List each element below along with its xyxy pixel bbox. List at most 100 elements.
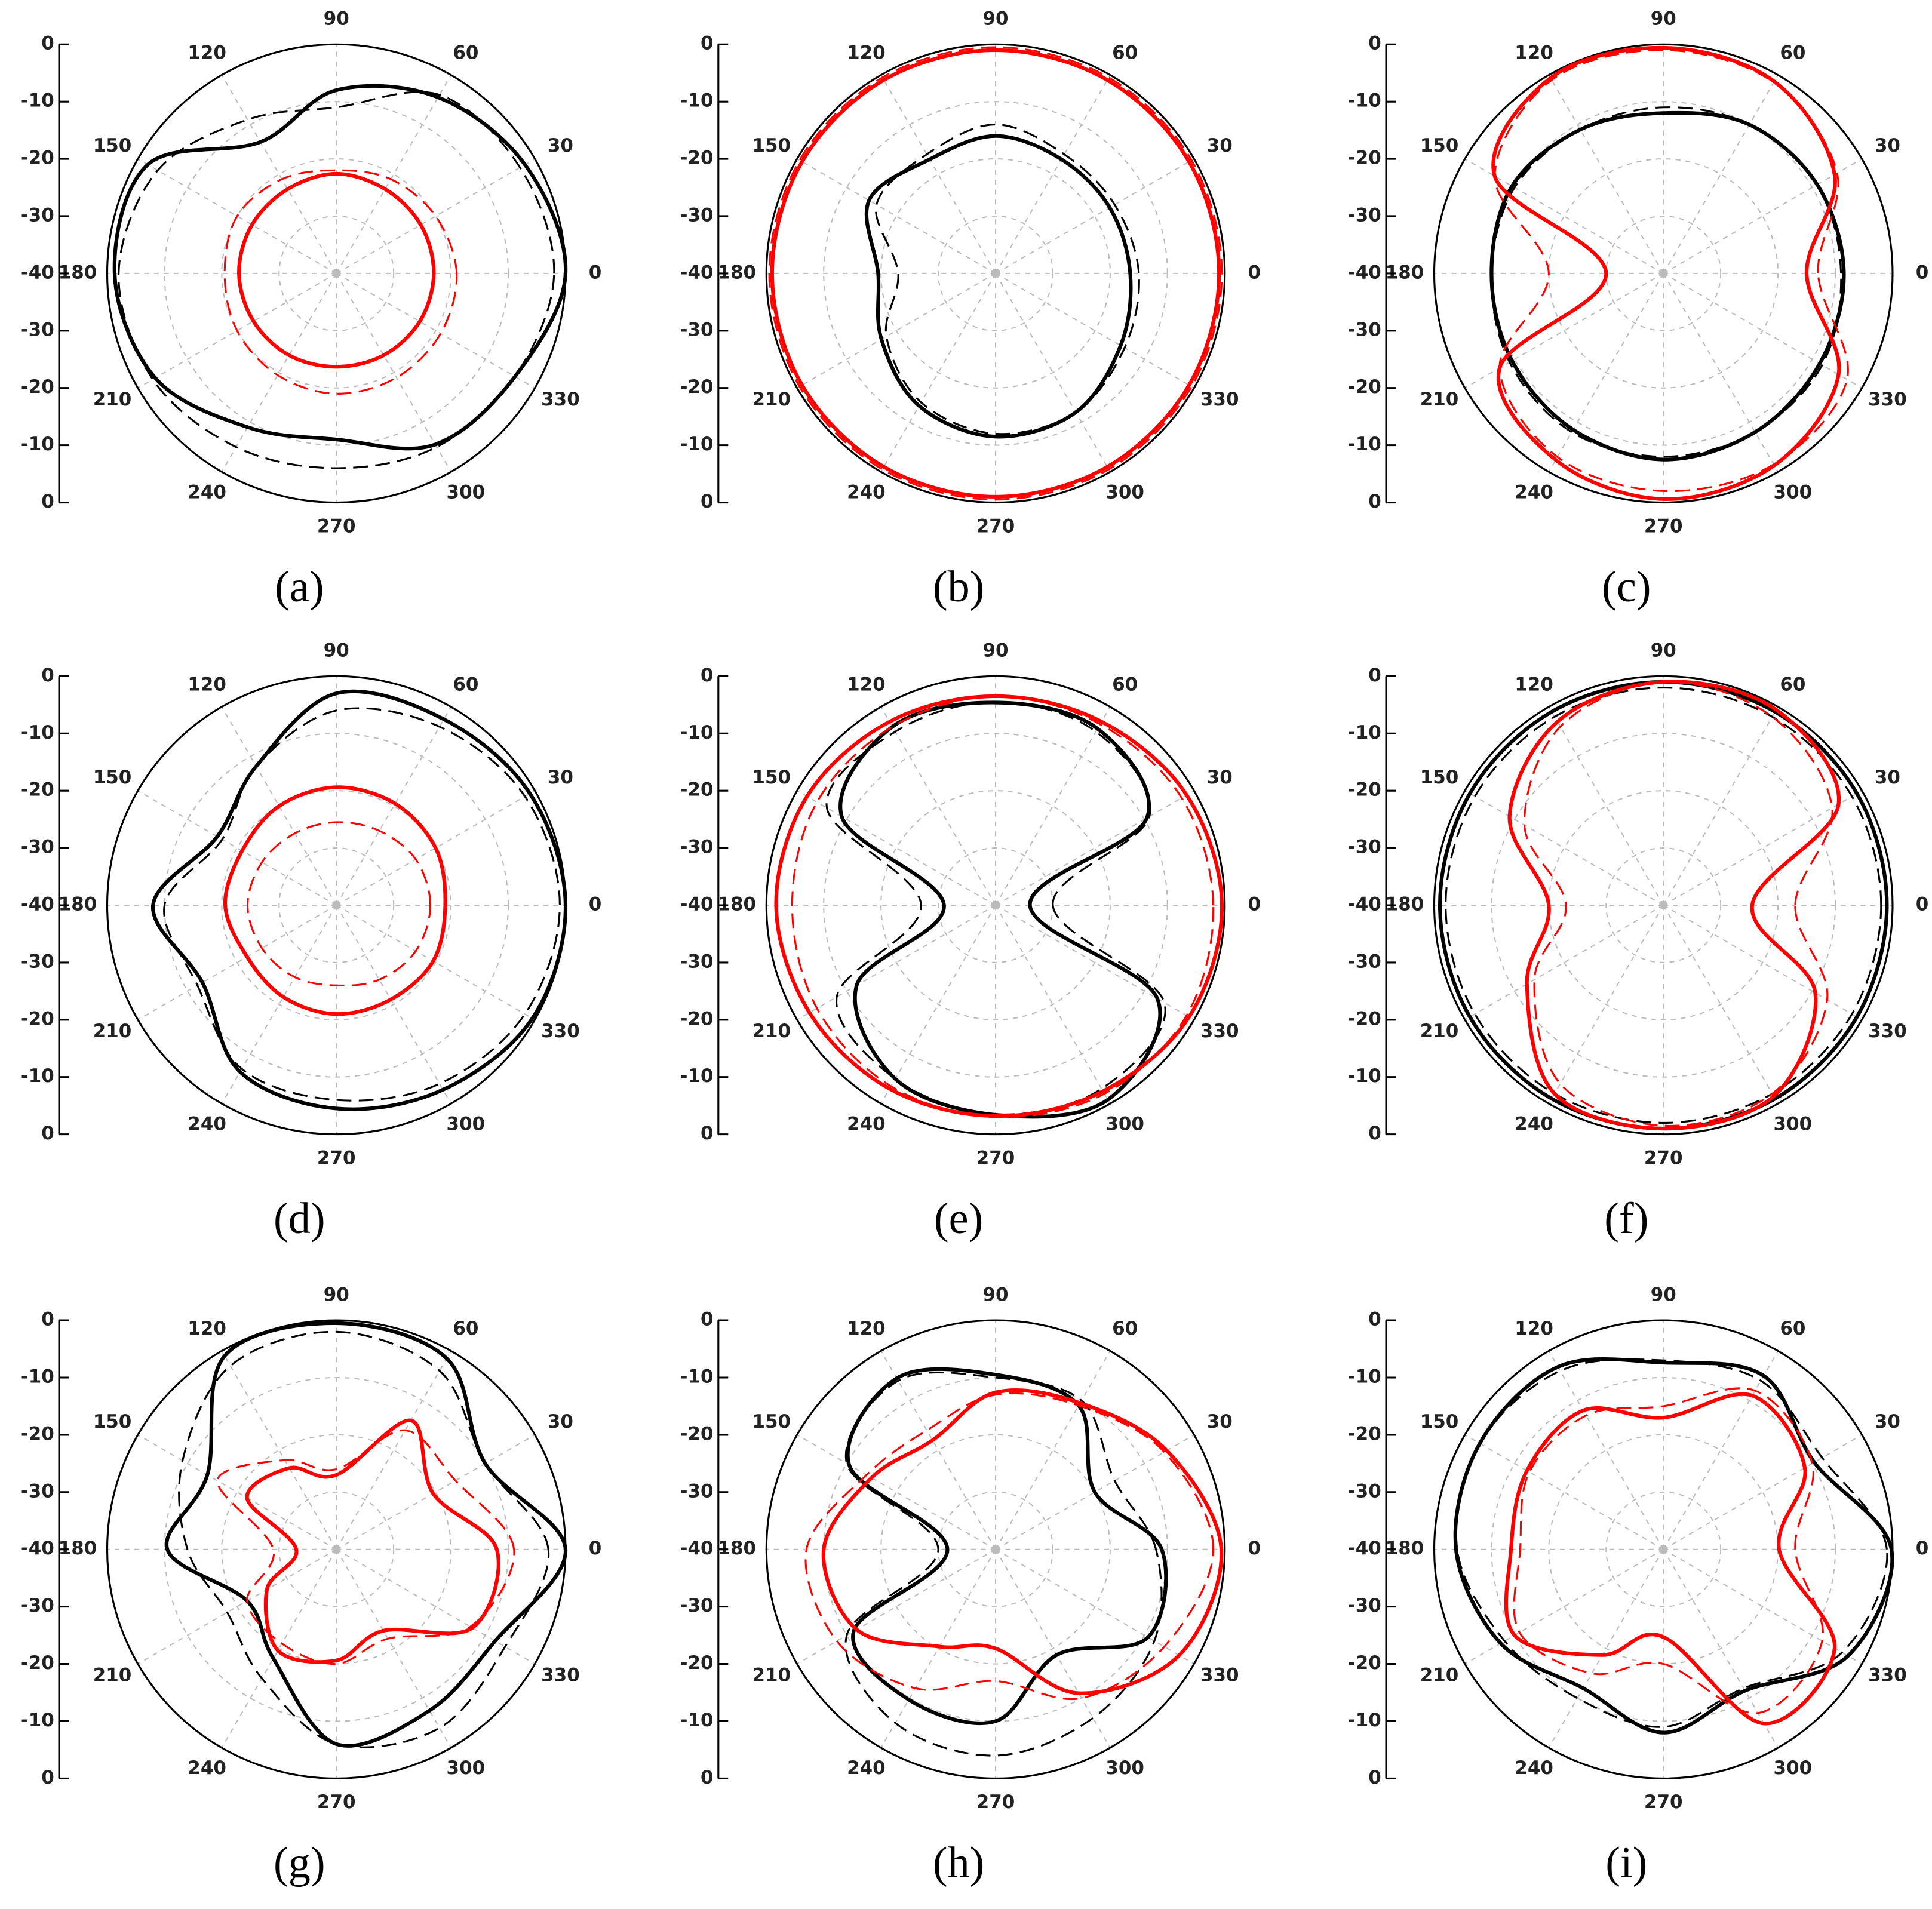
angle-tick-label: 60 bbox=[1112, 42, 1138, 63]
pattern-curve bbox=[846, 1367, 1168, 1725]
radial-tick-label: -30 bbox=[680, 204, 714, 226]
grid-spoke bbox=[1548, 1549, 1664, 1748]
grid-spoke bbox=[221, 1549, 337, 1748]
pattern-curve bbox=[223, 169, 458, 395]
angle-tick-label: 60 bbox=[453, 674, 478, 696]
center-dot bbox=[1659, 900, 1668, 910]
grid-spoke bbox=[1464, 790, 1664, 906]
grid-circle bbox=[278, 847, 395, 963]
angle-tick-label: 210 bbox=[1420, 1020, 1459, 1042]
angle-tick-label: 330 bbox=[1868, 389, 1907, 410]
angle-tick-label: 240 bbox=[847, 481, 886, 503]
angle-tick-label: 90 bbox=[982, 1284, 1008, 1305]
angle-tick-label: 330 bbox=[1200, 1665, 1239, 1686]
grid-spoke bbox=[336, 790, 536, 906]
angle-tick-label: 210 bbox=[93, 1665, 132, 1686]
pattern-curve bbox=[151, 689, 568, 1111]
radial-tick-label: -40 bbox=[1348, 893, 1381, 915]
grid-spoke bbox=[797, 1434, 996, 1550]
angle-tick-label: 330 bbox=[1868, 1020, 1907, 1042]
pattern-curve bbox=[1438, 680, 1889, 1131]
angle-tick-label: 300 bbox=[1774, 1757, 1813, 1779]
angle-tick-label: 0 bbox=[1916, 1538, 1929, 1559]
angle-tick-label: 210 bbox=[93, 1020, 132, 1042]
angle-tick-label: 210 bbox=[752, 1665, 791, 1686]
grid-spoke bbox=[797, 158, 996, 274]
radial-tick-label: -30 bbox=[21, 204, 54, 226]
grid-spoke bbox=[797, 790, 996, 906]
polar-chart: 0306090120150180210240270300330-40-30-30… bbox=[21, 8, 601, 612]
radial-tick-label: -10 bbox=[21, 90, 54, 112]
pattern-curve bbox=[1507, 680, 1841, 1131]
angle-tick-label: 90 bbox=[1651, 640, 1676, 662]
radial-tick-label: -30 bbox=[21, 951, 54, 972]
grid-spoke bbox=[995, 1548, 1194, 1665]
radial-tick-label: -20 bbox=[21, 147, 54, 169]
grid-spoke bbox=[1663, 1350, 1779, 1550]
angle-tick-label: 300 bbox=[447, 1757, 486, 1779]
grid-spoke bbox=[995, 272, 1194, 389]
polar-chart: 0306090120150180210240270300330-40-30-30… bbox=[21, 640, 601, 1244]
grid-spoke bbox=[1663, 905, 1863, 1020]
pattern-curve bbox=[864, 134, 1133, 439]
grid-spoke bbox=[221, 706, 337, 906]
angle-tick-label: 150 bbox=[93, 767, 132, 788]
subplot-label: (e) bbox=[934, 1194, 983, 1243]
grid-spoke bbox=[880, 905, 996, 1104]
radial-tick-label: -20 bbox=[21, 376, 54, 398]
angle-tick-label: 150 bbox=[752, 767, 791, 788]
pattern-curve bbox=[237, 171, 436, 369]
grid-spoke bbox=[995, 273, 1111, 472]
radial-tick-label: 0 bbox=[1368, 491, 1381, 512]
grid-spoke bbox=[880, 75, 996, 274]
grid-spoke bbox=[880, 1549, 996, 1748]
pattern-curve bbox=[1490, 106, 1842, 458]
angle-tick-label: 210 bbox=[752, 1020, 791, 1042]
angle-tick-label: 30 bbox=[548, 135, 573, 156]
polar-chart: 0306090120150180210240270300330-40-30-30… bbox=[680, 1284, 1261, 1888]
grid-spoke bbox=[336, 272, 536, 389]
pattern-curve bbox=[770, 48, 1221, 499]
angle-tick-label: 90 bbox=[982, 640, 1008, 662]
grid-spoke bbox=[137, 1434, 337, 1550]
radial-tick-label: 0 bbox=[701, 665, 714, 686]
angle-tick-label: 30 bbox=[548, 767, 573, 788]
radial-tick-label: 0 bbox=[41, 665, 54, 686]
polar-chart: 0306090120150180210240270300330-40-30-30… bbox=[1348, 640, 1928, 1244]
radial-tick-label: -20 bbox=[1348, 779, 1381, 801]
pattern-curve bbox=[825, 700, 1166, 1115]
grid-spoke bbox=[995, 158, 1194, 274]
angle-tick-label: 0 bbox=[589, 1538, 602, 1559]
radial-tick-label: -20 bbox=[21, 779, 54, 801]
angle-tick-label: 240 bbox=[847, 1113, 886, 1135]
angle-tick-label: 270 bbox=[976, 1791, 1015, 1813]
pattern-curve bbox=[804, 1392, 1215, 1700]
angle-tick-label: 60 bbox=[1112, 674, 1138, 696]
pattern-curve bbox=[838, 700, 1162, 1119]
grid-circle bbox=[221, 1434, 452, 1665]
grid-circle bbox=[278, 215, 395, 331]
angle-tick-label: 270 bbox=[317, 515, 356, 537]
angle-tick-label: 240 bbox=[188, 1757, 226, 1779]
angle-tick-label: 120 bbox=[847, 674, 886, 696]
angle-tick-label: 150 bbox=[1420, 1411, 1459, 1432]
radial-tick-label: -10 bbox=[680, 1065, 714, 1087]
angle-tick-label: 210 bbox=[1420, 1665, 1459, 1686]
radial-tick-label: -40 bbox=[1348, 262, 1381, 283]
radial-tick-label: -20 bbox=[680, 779, 714, 801]
angle-tick-label: 0 bbox=[1248, 893, 1261, 915]
radial-tick-label: -30 bbox=[1348, 204, 1381, 226]
angle-tick-label: 300 bbox=[447, 481, 486, 503]
angle-tick-label: 240 bbox=[188, 481, 226, 503]
radial-tick-label: -40 bbox=[21, 1538, 54, 1559]
radial-tick-label: -30 bbox=[680, 837, 714, 858]
pattern-curve bbox=[768, 46, 1223, 501]
radial-tick-label: -30 bbox=[680, 951, 714, 972]
angle-tick-label: 90 bbox=[324, 1284, 349, 1305]
radial-tick-label: -30 bbox=[21, 1595, 54, 1616]
angle-tick-label: 330 bbox=[541, 1020, 580, 1042]
grid-spoke bbox=[880, 273, 996, 472]
radial-tick-label: -20 bbox=[1348, 1423, 1381, 1444]
grid-spoke bbox=[880, 1350, 996, 1550]
pattern-curve bbox=[163, 707, 561, 1102]
